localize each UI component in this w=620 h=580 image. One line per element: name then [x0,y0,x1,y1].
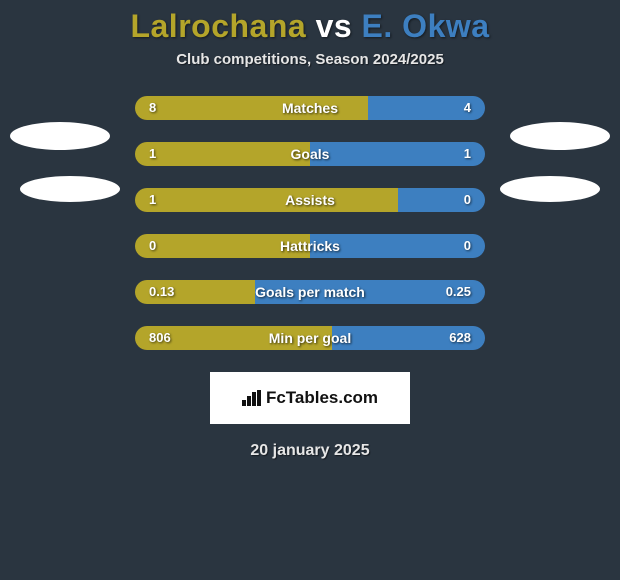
stat-label: Matches [135,96,485,120]
stat-row: 11Goals [0,142,620,166]
subtitle: Club competitions, Season 2024/2025 [0,51,620,68]
site-badge: FcTables.com [210,372,410,424]
stat-label: Goals [135,142,485,166]
site-name: FcTables.com [266,388,378,408]
page-title: Lalrochana vs E. Okwa [0,8,620,45]
player2-name: E. Okwa [362,8,490,44]
bars-icon [242,390,260,406]
stat-label: Hattricks [135,234,485,258]
comparison-infographic: Lalrochana vs E. Okwa Club competitions,… [0,0,620,580]
stat-row: 806628Min per goal [0,326,620,350]
stat-label: Min per goal [135,326,485,350]
date-label: 20 january 2025 [0,442,620,460]
stat-row: 10Assists [0,188,620,212]
stat-row: 84Matches [0,96,620,120]
stat-label: Goals per match [135,280,485,304]
stat-label: Assists [135,188,485,212]
stat-row: 0.130.25Goals per match [0,280,620,304]
player1-name: Lalrochana [130,8,306,44]
stat-row: 00Hattricks [0,234,620,258]
vs-label: vs [316,8,353,44]
